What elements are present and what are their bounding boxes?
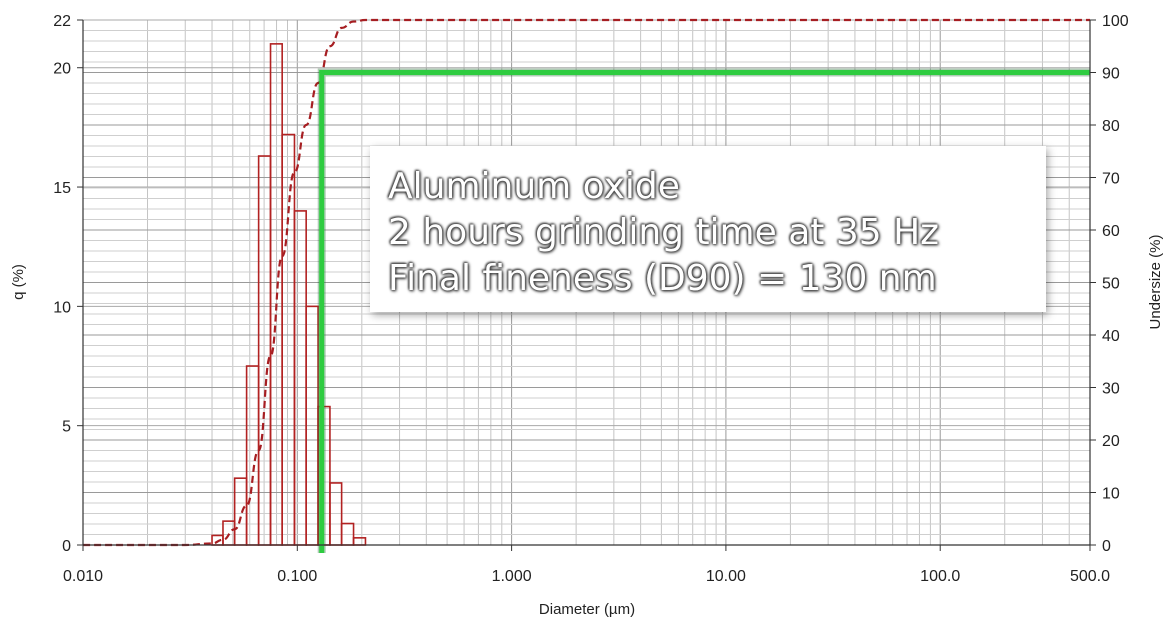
y-right-tick-label: 70: [1102, 171, 1120, 188]
x-tick-label: 0.010: [63, 568, 103, 585]
y-left-tick-label: 15: [53, 180, 71, 197]
y-right-tick-label: 40: [1102, 328, 1120, 345]
histogram-bar: [211, 534, 224, 546]
y-right-tick-label: 30: [1102, 381, 1120, 398]
x-tick-labels: 0.010 0.100 1.000 10.00 100.0 500.0: [63, 545, 1110, 585]
y-right-tick-label: 50: [1102, 276, 1120, 293]
annotation-line: Aluminum oxide: [388, 166, 680, 207]
d90-marker: [317, 68, 1090, 553]
annotation-line: 2 hours grinding time at 35 Hz: [388, 212, 940, 253]
y-right-tick-label: 20: [1102, 433, 1120, 450]
y-right-axis-title: Undersize (%): [1147, 234, 1164, 329]
y-left-tick-label: 22: [53, 13, 71, 30]
y-right-tick-label: 0: [1102, 538, 1111, 555]
y-left-axis-title: q (%): [10, 264, 27, 300]
y-right-tick-label: 100: [1102, 13, 1129, 30]
x-tick-label: 100.0: [920, 568, 960, 585]
cumulative-line: [82, 18, 1090, 547]
x-tick-label: 1.000: [492, 568, 532, 585]
annotation-box: Aluminum oxide 2 hours grinding time at …: [370, 146, 1046, 312]
d90-line-shadow: [317, 68, 1090, 553]
annotation-line: Final fineness (D90) = 130 nm: [388, 258, 937, 299]
d90-line: [319, 70, 1090, 553]
y-left-tick-label: 0: [62, 538, 71, 555]
y-right-tick-label: 60: [1102, 223, 1120, 240]
y-right-tick-label: 90: [1102, 66, 1120, 83]
x-tick-label: 500.0: [1070, 568, 1110, 585]
histogram-bar: [352, 537, 367, 546]
x-tick-label: 0.100: [277, 568, 317, 585]
y-left-tick-label: 20: [53, 61, 71, 78]
y-left-tick-label: 10: [53, 299, 71, 316]
y-right-tick-labels: 0 10 20 30 40 50 60 70 80 90 100: [1090, 13, 1129, 555]
y-left-tick-labels: 0 5 10 15 20 22: [53, 13, 83, 555]
x-tick-label: 10.00: [706, 568, 746, 585]
histogram-bar: [281, 133, 296, 546]
x-axis-title: Diameter (µm): [539, 601, 635, 618]
y-right-tick-label: 10: [1102, 486, 1120, 503]
cumulative-curve: [82, 18, 1090, 547]
y-right-tick-label: 80: [1102, 118, 1120, 135]
y-left-tick-label: 5: [62, 419, 71, 436]
histogram-bars: [211, 43, 367, 546]
